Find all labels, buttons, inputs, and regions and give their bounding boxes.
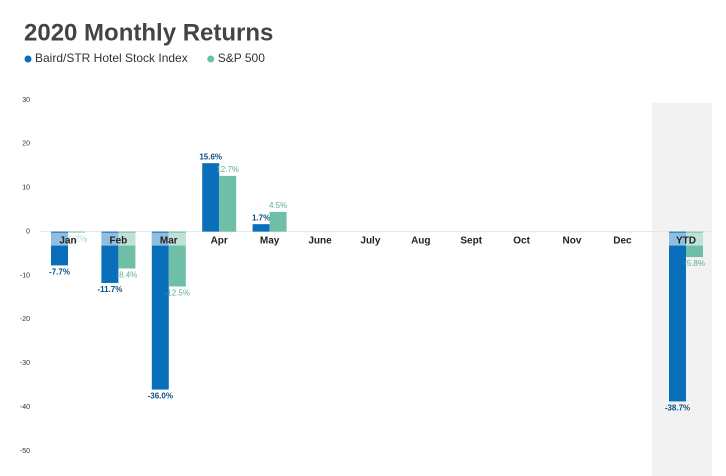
value-label: -12.5% [165,289,190,298]
bar [151,231,169,390]
bar [252,224,270,232]
category-box [669,232,703,246]
legend-label: Baird/STR Hotel Stock Index [35,51,188,65]
x-tick-label: Sept [460,235,482,246]
value-label: -11.7% [97,285,122,294]
category-box [303,232,337,246]
value-label: -5.8% [684,259,705,268]
y-tick-label: -20 [20,316,30,323]
chart-title: 2020 Monthly Returns [24,19,273,46]
bar [202,163,220,232]
x-tick-label: Oct [513,235,530,246]
y-tick-label: 20 [22,141,30,148]
category-box [403,232,438,246]
category-box [151,232,186,246]
y-tick-label: -50 [20,448,30,455]
value-label: 1.7% [252,213,270,222]
legend-marker [207,55,215,63]
value-label: 15.6% [199,152,222,161]
legend-label: S&P 500 [218,51,265,65]
y-tick-label: -10 [20,272,30,279]
bar [669,231,686,402]
category-box [252,232,287,246]
legend-marker [24,55,32,63]
value-label: -8.4% [116,271,137,280]
value-label: 12.7% [216,165,239,174]
value-label: 4.5% [269,201,287,210]
y-tick-label: 0 [26,228,30,235]
x-tick-label: Nov [563,235,582,246]
value-label: -36.0% [148,392,173,401]
y-tick-label: 10 [22,185,30,192]
bar [68,231,85,233]
category-box [454,232,489,246]
category-box [504,232,539,246]
y-tick-label: -30 [20,360,30,367]
x-tick-label: July [360,235,380,246]
x-tick-label: Jan [59,235,76,246]
category-box [555,232,589,246]
bar [269,211,287,232]
x-tick-label: Feb [110,235,128,246]
category-box [353,232,388,246]
x-tick-label: June [308,235,332,246]
x-tick-label: Dec [613,235,632,246]
x-tick-label: Aug [411,235,430,246]
category-box [202,232,237,246]
x-tick-label: May [260,235,280,246]
y-tick-label: 30 [22,97,30,104]
category-box [51,232,85,246]
x-tick-label: Mar [160,235,178,246]
category-box [605,232,640,246]
value-label: -7.7% [49,268,70,277]
x-tick-label: Apr [211,235,228,246]
y-tick-label: -40 [20,404,30,411]
x-tick-label: YTD [676,235,696,246]
value-label: -38.7% [665,404,690,413]
category-box [101,232,136,246]
bar [219,175,237,232]
